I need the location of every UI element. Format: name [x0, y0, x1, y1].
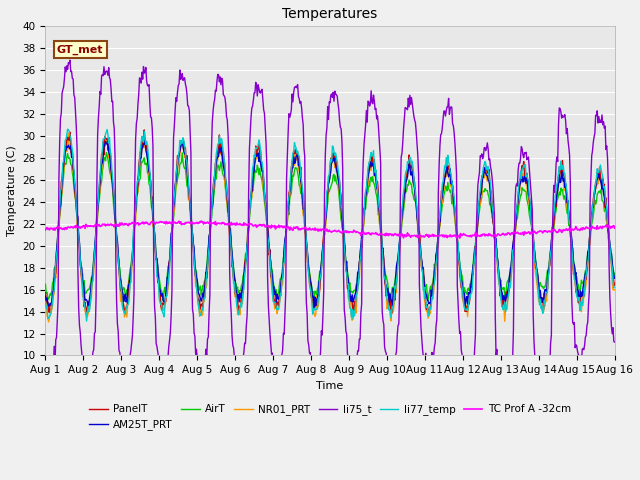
Line: AirT: AirT — [45, 153, 614, 301]
li75_t — [42, 381, 49, 387]
Legend: PanelT, AM25T_PRT, AirT, NR01_PRT, li75_t, li77_temp, TC Prof A -32cm: PanelT, AM25T_PRT, AirT, NR01_PRT, li75_… — [85, 400, 575, 434]
AirT — [378, 246, 386, 252]
TC Prof A -32cm — [611, 225, 618, 231]
AM25T_PRT — [611, 276, 618, 281]
AirT — [611, 272, 618, 278]
li77_temp — [83, 318, 90, 324]
li77_temp — [435, 227, 442, 233]
NR01_PRT — [435, 242, 442, 248]
AirT — [102, 150, 110, 156]
TC Prof A -32cm — [197, 218, 205, 224]
li75_t — [378, 271, 385, 277]
AM25T_PRT — [167, 230, 175, 236]
Line: li77_temp: li77_temp — [45, 129, 614, 321]
AM25T_PRT — [378, 246, 386, 252]
NR01_PRT — [42, 292, 49, 298]
AM25T_PRT — [310, 307, 318, 312]
AM25T_PRT — [192, 268, 200, 274]
NR01_PRT — [45, 319, 52, 325]
TC Prof A -32cm — [42, 227, 49, 233]
AirT — [42, 281, 49, 287]
PanelT — [42, 290, 49, 296]
li75_t — [66, 57, 74, 63]
li77_temp — [378, 248, 386, 254]
TC Prof A -32cm — [323, 228, 330, 234]
NR01_PRT — [611, 287, 618, 293]
AirT — [435, 235, 442, 240]
PanelT — [388, 311, 396, 317]
PanelT — [140, 127, 148, 133]
li77_temp — [64, 126, 72, 132]
AM25T_PRT — [435, 234, 442, 240]
TC Prof A -32cm — [434, 234, 442, 240]
Title: Temperatures: Temperatures — [282, 7, 378, 21]
PanelT — [192, 274, 200, 280]
li75_t — [611, 339, 618, 345]
AirT — [323, 204, 331, 210]
Text: GT_met: GT_met — [57, 45, 103, 55]
NR01_PRT — [560, 188, 568, 193]
PanelT — [323, 211, 330, 216]
X-axis label: Time: Time — [316, 381, 344, 391]
AirT — [159, 298, 167, 304]
Y-axis label: Temperature (C): Temperature (C) — [7, 145, 17, 236]
Line: PanelT: PanelT — [45, 130, 614, 314]
li77_temp — [611, 285, 618, 290]
AirT — [193, 269, 200, 275]
li77_temp — [42, 299, 49, 305]
AM25T_PRT — [560, 175, 568, 181]
NR01_PRT — [323, 206, 331, 212]
Line: TC Prof A -32cm: TC Prof A -32cm — [45, 221, 614, 238]
Line: li75_t: li75_t — [45, 60, 614, 409]
PanelT — [167, 237, 175, 242]
TC Prof A -32cm — [166, 220, 174, 226]
NR01_PRT — [193, 280, 200, 286]
PanelT — [611, 282, 618, 288]
li75_t — [167, 312, 175, 318]
li77_temp — [323, 189, 331, 194]
li75_t — [464, 406, 472, 412]
li77_temp — [168, 229, 176, 235]
NR01_PRT — [65, 131, 72, 136]
li75_t — [560, 114, 568, 120]
TC Prof A -32cm — [378, 232, 385, 238]
NR01_PRT — [168, 228, 176, 233]
PanelT — [378, 227, 385, 233]
li75_t — [434, 285, 442, 291]
AM25T_PRT — [323, 201, 331, 207]
PanelT — [560, 174, 568, 180]
AirT — [168, 232, 176, 238]
li77_temp — [560, 169, 568, 175]
AM25T_PRT — [141, 135, 149, 141]
PanelT — [435, 232, 442, 238]
li77_temp — [193, 285, 200, 290]
AirT — [560, 196, 568, 202]
TC Prof A -32cm — [191, 221, 198, 227]
TC Prof A -32cm — [456, 235, 463, 241]
TC Prof A -32cm — [560, 227, 568, 233]
AM25T_PRT — [42, 293, 49, 299]
li75_t — [323, 132, 330, 138]
li75_t — [192, 351, 200, 357]
NR01_PRT — [378, 248, 386, 254]
Line: AM25T_PRT: AM25T_PRT — [45, 138, 614, 310]
Line: NR01_PRT: NR01_PRT — [45, 133, 614, 322]
